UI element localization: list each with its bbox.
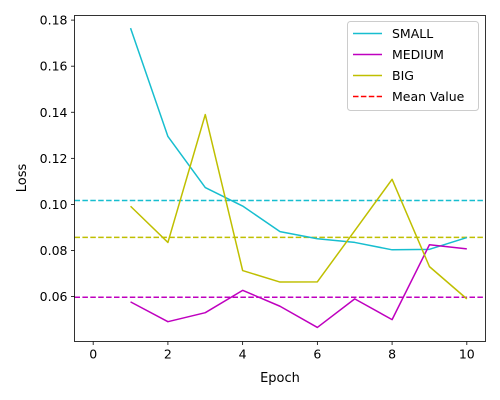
y-tick-label: 0.18: [40, 13, 68, 28]
x-tick-label: 2: [164, 347, 172, 362]
series-line-medium: [130, 243, 467, 329]
y-tick-label: 0.10: [40, 197, 68, 212]
legend-label-small: SMALL: [392, 26, 433, 41]
legend-label-big: BIG: [392, 68, 414, 83]
legend-box: [347, 21, 479, 111]
x-tick-label: 10: [459, 347, 475, 362]
x-tick-label: 6: [313, 347, 321, 362]
series-lines: [129, 27, 468, 329]
y-tick-label: 0.08: [40, 243, 68, 258]
y-tick-label: 0.14: [40, 105, 68, 120]
series-line-big: [130, 113, 468, 300]
plot-area-frame: [74, 15, 486, 342]
y-tick-label: 0.16: [40, 59, 68, 74]
x-axis-ticks: 0 2 4 6 8 10: [89, 341, 475, 362]
x-tick-label: 8: [388, 347, 396, 362]
y-axis-label: Loss: [15, 164, 30, 193]
y-axis-ticks: 0.06 0.08 0.10 0.12 0.14 0.16 0.18: [40, 13, 75, 304]
series-line-small: [129, 27, 468, 251]
legend: SMALL MEDIUM BIG Mean Value: [347, 21, 479, 111]
x-axis-label: Epoch: [260, 371, 300, 386]
x-tick-label: 4: [239, 347, 247, 362]
legend-label-mean-value: Mean Value: [392, 89, 465, 104]
y-tick-label: 0.12: [40, 151, 68, 166]
legend-label-medium: MEDIUM: [392, 47, 444, 62]
y-tick-label: 0.06: [40, 289, 68, 304]
x-tick-label: 0: [89, 347, 97, 362]
